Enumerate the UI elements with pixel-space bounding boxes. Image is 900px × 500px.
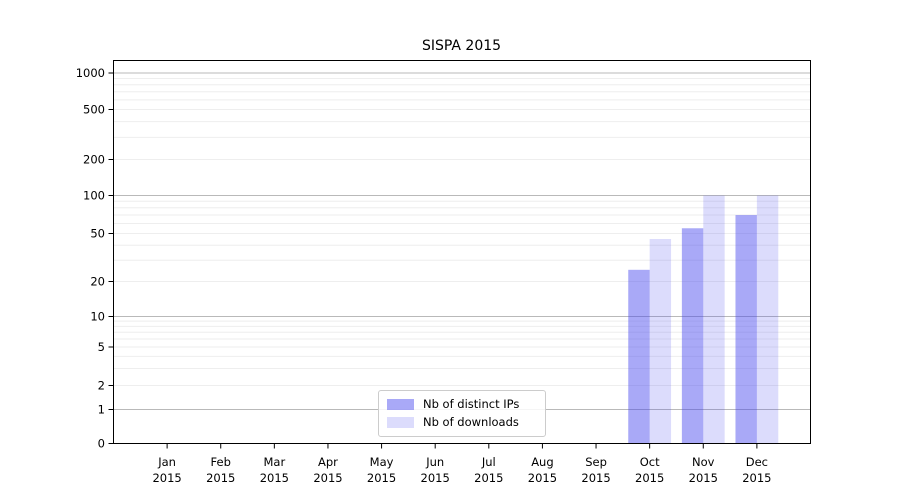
y-tick-label: 100 [83, 189, 105, 203]
x-tick-label-year: 2015 [528, 471, 557, 485]
x-tick-label-month: Dec [746, 455, 768, 469]
bar-nb-of-distinct-ips-nov [681, 228, 704, 444]
x-tick-label-year: 2015 [635, 471, 664, 485]
y-tick-label: 10 [90, 310, 105, 324]
x-tick-label-month: Aug [531, 455, 553, 469]
chart-title: SISPA 2015 [422, 38, 501, 54]
x-tick-label-month: Apr [318, 455, 338, 469]
x-tick-label-month: Jun [425, 455, 444, 469]
x-tick-label-month: May [370, 455, 394, 469]
x-tick-label-year: 2015 [152, 471, 181, 485]
y-tick-label: 1000 [76, 66, 105, 80]
x-tick-label-month: Feb [211, 455, 231, 469]
plot-border [113, 60, 811, 444]
y-tick-label: 1 [98, 403, 105, 417]
y-tick-label: 20 [90, 275, 105, 289]
y-tick-label: 0 [98, 437, 105, 451]
x-tick-label-year: 2015 [206, 471, 235, 485]
y-tick-label: 500 [83, 103, 105, 117]
x-tick-label-month: Jan [157, 455, 176, 469]
legend-label-distinct-ips: Nb of distinct IPs [423, 396, 520, 411]
x-tick-label-year: 2015 [421, 471, 450, 485]
x-tick-label-month: Oct [640, 455, 660, 469]
bar-nb-of-distinct-ips-oct [628, 269, 650, 444]
x-tick-label-year: 2015 [581, 471, 610, 485]
y-tick-label: 200 [83, 153, 105, 167]
x-tick-label-month: Mar [263, 455, 285, 469]
x-tick-label-year: 2015 [367, 471, 396, 485]
legend-label-downloads: Nb of downloads [423, 414, 519, 429]
x-tick-label-year: 2015 [742, 471, 771, 485]
y-tick-label: 2 [98, 379, 105, 393]
x-tick-label-year: 2015 [313, 471, 342, 485]
legend-swatch-distinct-ips [387, 399, 414, 410]
bar-nb-of-downloads-dec [756, 195, 779, 444]
x-tick-label-month: Nov [692, 455, 715, 469]
bar-nb-of-downloads-nov [703, 195, 725, 444]
bar-nb-of-downloads-oct [649, 239, 672, 444]
x-tick-label-month: Sep [585, 455, 607, 469]
x-tick-label-year: 2015 [260, 471, 289, 485]
x-tick-label-year: 2015 [474, 471, 503, 485]
bar-nb-of-distinct-ips-dec [735, 215, 757, 444]
x-tick-label-year: 2015 [689, 471, 718, 485]
y-tick-label: 50 [90, 227, 105, 241]
legend: Nb of distinct IPs Nb of downloads [378, 390, 546, 437]
x-tick-label-month: Jul [481, 455, 496, 469]
legend-item-downloads: Nb of downloads [387, 414, 537, 431]
legend-swatch-downloads [387, 417, 414, 428]
y-tick-label: 5 [98, 340, 105, 354]
legend-item-distinct-ips: Nb of distinct IPs [387, 396, 537, 413]
